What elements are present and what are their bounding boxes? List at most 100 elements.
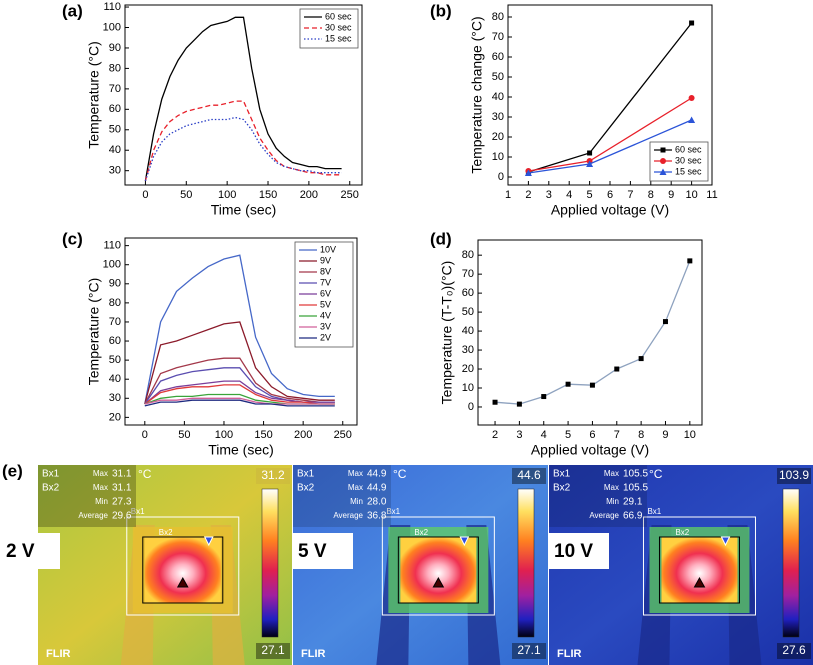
marker-arrow xyxy=(459,536,470,547)
y-tick-label: 80 xyxy=(492,11,504,23)
x-tick-label: 9 xyxy=(668,189,674,201)
hot-spot xyxy=(661,537,738,603)
plot-frame xyxy=(124,4,363,186)
stat-box: Bx1 xyxy=(42,469,60,480)
y-tick-label: 70 xyxy=(462,268,474,280)
x-tick-label: 0 xyxy=(142,189,148,201)
series-line xyxy=(494,260,691,405)
y-axis-label: Temperature (T-T₀)(°C) xyxy=(439,261,455,405)
scale-max: 44.6 xyxy=(517,468,541,482)
stat-value: 28.0 xyxy=(367,497,387,508)
x-tick-label: 3 xyxy=(546,189,552,201)
marker-triangle xyxy=(432,576,445,588)
colour-scale xyxy=(782,488,800,638)
series-line xyxy=(144,357,335,405)
stat-value: 29.1 xyxy=(623,497,643,508)
voltage-label: 2 V xyxy=(6,541,35,562)
y-tick-label: 100 xyxy=(103,259,121,271)
x-tick-label: 5 xyxy=(565,429,571,441)
legend-label: 60 sec xyxy=(325,11,352,21)
series-line xyxy=(144,254,335,405)
stat-box: Bx2 xyxy=(42,483,60,494)
x-tick-label: 250 xyxy=(334,429,352,441)
marker xyxy=(492,399,498,405)
stats-bg xyxy=(293,465,391,527)
box-label: Bx1 xyxy=(386,507,400,516)
stat-name: Average xyxy=(333,511,363,520)
series-line xyxy=(144,397,335,405)
x-tick-label: 2 xyxy=(492,429,498,441)
marker xyxy=(687,258,693,264)
stat-name: Max xyxy=(348,483,363,492)
x-axis-label: Applied voltage (V) xyxy=(551,202,669,218)
y-tick-label: 60 xyxy=(109,103,121,115)
marker xyxy=(516,401,522,407)
scale-min: 27.1 xyxy=(517,643,541,657)
x-tick-label: 6 xyxy=(607,189,613,201)
x-tick-label: 250 xyxy=(341,189,359,201)
stat-name: Average xyxy=(589,511,619,520)
y-tick-label: 60 xyxy=(492,51,504,63)
x-tick-label: 4 xyxy=(566,189,572,201)
plot-frame xyxy=(124,237,358,426)
y-tick-label: 80 xyxy=(462,249,474,261)
brand: FLIR xyxy=(557,648,581,660)
y-axis-label: Temperature (°C) xyxy=(86,41,102,149)
stats-bg xyxy=(549,465,647,527)
legend-label: 30 sec xyxy=(675,155,702,165)
marker xyxy=(688,95,695,101)
x-tick-label: 50 xyxy=(178,429,190,441)
brand: FLIR xyxy=(301,648,325,660)
legend-label: 10V xyxy=(320,244,336,254)
legend-label: 60 sec xyxy=(675,144,702,154)
stat-name: Min xyxy=(606,497,619,506)
x-tick-label: 7 xyxy=(627,189,633,201)
legend-label: 15 sec xyxy=(675,166,702,176)
y-tick-label: 40 xyxy=(462,325,474,337)
stat-name: Min xyxy=(95,497,108,506)
x-tick-label: 100 xyxy=(215,429,233,441)
box-bx2 xyxy=(658,536,740,604)
box-bx2 xyxy=(142,536,224,604)
x-axis-label: Time (sec) xyxy=(211,202,277,218)
hot-spot xyxy=(144,537,221,603)
y-tick-label: 70 xyxy=(492,31,504,43)
y-tick-label: 60 xyxy=(462,287,474,299)
marker xyxy=(659,168,667,175)
y-tick-label: 60 xyxy=(109,335,121,347)
x-tick-label: 200 xyxy=(294,429,312,441)
stat-name: Max xyxy=(348,469,363,478)
voltage-bg xyxy=(293,533,353,569)
scale-min-bg xyxy=(256,643,290,659)
y-tick-label: 50 xyxy=(109,124,121,136)
scale-min: 27.1 xyxy=(261,643,285,657)
legend-label: 7V xyxy=(320,277,331,287)
y-tick-label: 50 xyxy=(492,71,504,83)
stat-value: 27.3 xyxy=(112,497,132,508)
x-tick-label: 0 xyxy=(142,429,148,441)
plot-frame xyxy=(477,239,703,426)
series-line xyxy=(144,399,335,407)
y-tick-label: 80 xyxy=(109,62,121,74)
brand: FLIR xyxy=(46,648,70,660)
marker xyxy=(524,169,532,176)
y-tick-label: 20 xyxy=(462,363,474,375)
voltage-bg xyxy=(549,533,609,569)
y-tick-label: 30 xyxy=(462,344,474,356)
x-tick-label: 3 xyxy=(516,429,522,441)
x-tick-label: 8 xyxy=(638,429,644,441)
y-tick-label: 90 xyxy=(109,42,121,54)
x-tick-label: 10 xyxy=(685,189,697,201)
marker xyxy=(587,150,593,156)
x-tick-label: 150 xyxy=(259,189,277,201)
unit: °C xyxy=(649,467,663,481)
hot-spot xyxy=(400,537,477,603)
y-tick-label: 20 xyxy=(109,411,121,423)
y-tick-label: 110 xyxy=(103,1,121,13)
y-axis-label: Temperature (°C) xyxy=(86,278,102,386)
stat-name: Max xyxy=(604,483,619,492)
y-tick-label: 10 xyxy=(492,151,504,163)
x-tick-label: 2 xyxy=(525,189,531,201)
y-tick-label: 110 xyxy=(103,240,121,252)
scale-max: 103.9 xyxy=(779,468,809,482)
